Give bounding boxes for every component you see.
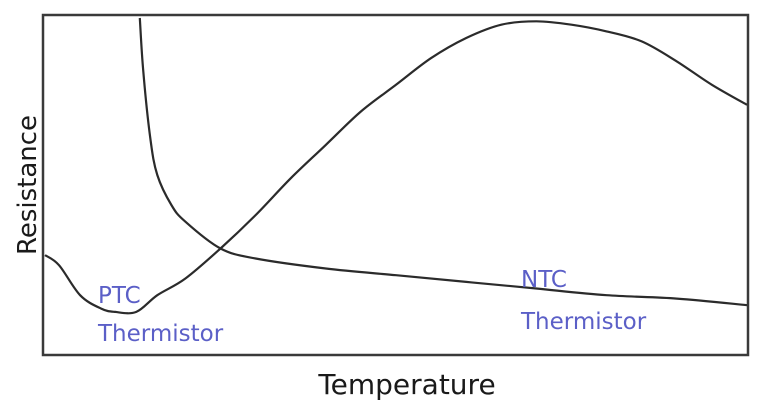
ptc-label-line-1: PTC xyxy=(98,283,141,309)
ptc-curve xyxy=(44,20,748,315)
ntc-label-line-1: NTC xyxy=(521,267,567,293)
y-axis-label: Resistance xyxy=(13,115,43,255)
ptc-label-line-2: Thermistor xyxy=(97,321,224,347)
ntc-curve xyxy=(138,17,748,307)
x-axis-label: Temperature xyxy=(317,368,495,401)
curves-layer xyxy=(44,17,748,315)
plot-frame xyxy=(41,13,750,357)
ntc-label-line-2: Thermistor xyxy=(520,309,647,335)
